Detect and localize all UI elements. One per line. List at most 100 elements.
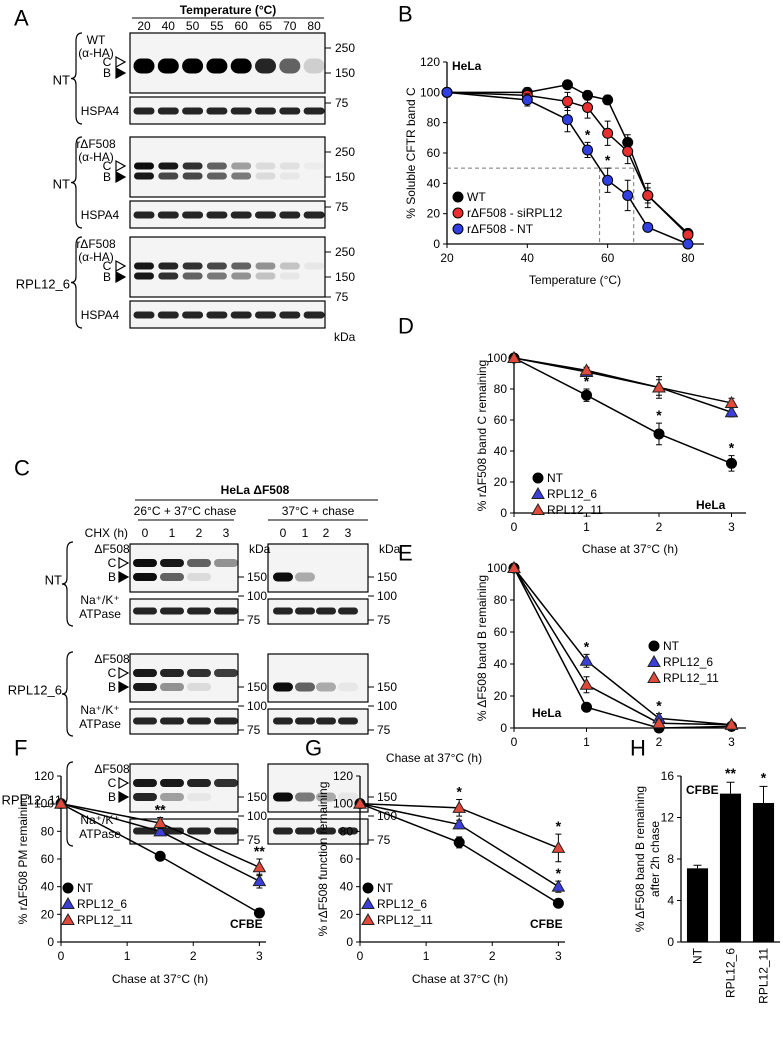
mw-marker: 150 <box>335 270 355 284</box>
loading-label: ATPase <box>79 717 121 731</box>
x-tick-label: 3 <box>728 520 735 534</box>
blot-band <box>133 211 155 219</box>
y-tick-label: 0 <box>433 237 440 251</box>
y-tick-label: 0 <box>47 935 54 949</box>
blot-band <box>187 827 211 835</box>
marker <box>602 127 614 139</box>
brace <box>70 136 83 229</box>
brace <box>61 651 74 737</box>
blot-band <box>160 669 184 677</box>
x-tick-label: 0 <box>511 520 518 534</box>
blot-band <box>133 683 157 691</box>
marker <box>647 654 661 667</box>
x-tick-label: 1 <box>583 735 590 749</box>
blot-band <box>134 172 154 180</box>
marker <box>521 94 533 106</box>
lane-label: 1 <box>302 526 309 540</box>
mw-marker: 75 <box>377 833 391 847</box>
marker <box>452 191 464 203</box>
error-bar <box>759 785 768 803</box>
y-tick-label: 60 <box>41 852 55 866</box>
lane-label: 1 <box>169 526 176 540</box>
y-tick-label: 120 <box>333 769 353 783</box>
x-tick-label: 0 <box>357 949 364 963</box>
blot-band <box>279 272 300 280</box>
condition: 26°C + 37°C chase <box>134 504 237 518</box>
blot-band <box>316 717 336 725</box>
blot-band <box>316 792 336 802</box>
blot-band <box>206 262 227 270</box>
x-tick-label: NT <box>691 947 705 964</box>
y-tick-label: 60 <box>340 852 354 866</box>
y-axis-label: % ΔF508 band B remaining <box>475 575 489 721</box>
lane-label: 2 <box>196 526 203 540</box>
loading-label: Na⁺/K⁺ <box>80 593 119 607</box>
blot-band <box>338 717 358 725</box>
loading-label: HSPA4 <box>81 104 120 118</box>
band-arrow <box>115 259 127 273</box>
blot-band <box>295 607 315 615</box>
band-label: B <box>103 170 111 184</box>
blot-band <box>158 272 179 280</box>
significance: * <box>556 865 562 881</box>
y-tick-label: 80 <box>41 824 55 838</box>
blot-band <box>273 607 293 615</box>
blot-band <box>231 172 252 180</box>
blot-band <box>134 272 154 280</box>
error-bar <box>693 864 702 869</box>
band-arrow <box>118 790 130 804</box>
blot-band <box>187 779 211 787</box>
marker <box>507 350 521 363</box>
blot-band <box>182 162 203 170</box>
legend-label: RPL12_6 <box>377 897 427 911</box>
band-arrow <box>115 270 127 284</box>
blot-band <box>231 272 252 280</box>
y-tick-label: 0 <box>346 935 353 949</box>
blot-band <box>182 211 204 219</box>
band-arrow <box>115 170 127 184</box>
y-tick-label: 8 <box>667 852 674 866</box>
significance: * <box>729 440 735 456</box>
loading-label: HSPA4 <box>81 208 120 222</box>
y-tick-label: 120 <box>34 769 54 783</box>
marker <box>361 912 375 925</box>
blot-band <box>279 107 301 115</box>
marker <box>253 907 265 919</box>
marker <box>581 389 592 401</box>
blot-band <box>295 792 315 802</box>
y-tick-label: 60 <box>427 146 441 160</box>
blot-frame <box>129 653 239 703</box>
marker <box>252 874 267 887</box>
y-tick-label: 20 <box>427 207 441 221</box>
lane-label: 50 <box>186 19 200 33</box>
marker <box>724 395 739 408</box>
y-tick-label: 40 <box>340 880 354 894</box>
blot-band <box>182 107 204 115</box>
mw-marker: 75 <box>377 613 391 627</box>
marker <box>507 560 521 573</box>
y-axis-label: % rΔF508 PM remaining <box>16 794 30 925</box>
x-tick-label: 2 <box>656 520 663 534</box>
series-line <box>513 567 732 726</box>
blot-band <box>133 573 157 581</box>
series-line <box>513 357 732 465</box>
mw-marker: 250 <box>335 41 355 55</box>
marker <box>61 896 75 909</box>
band-label: C <box>108 666 117 680</box>
unit-label: kDa <box>249 542 271 556</box>
legend-label: rΔF508 - NT <box>467 222 534 236</box>
blot-target: ΔF508 <box>94 652 130 666</box>
y-tick-label: 12 <box>661 811 675 825</box>
band-arrow <box>118 556 130 570</box>
loading-label: Na⁺/K⁺ <box>80 813 119 827</box>
panel-label: C <box>14 456 30 481</box>
bar <box>686 868 709 942</box>
lane-label: 0 <box>142 526 149 540</box>
x-tick-label: RPL12_11 <box>757 948 771 1004</box>
y-tick-label: 4 <box>667 894 674 908</box>
blot-target: rΔF508 <box>76 137 116 151</box>
blot-frame <box>267 653 369 703</box>
blot-target: (α-HA) <box>78 46 114 60</box>
band-label: C <box>108 776 117 790</box>
